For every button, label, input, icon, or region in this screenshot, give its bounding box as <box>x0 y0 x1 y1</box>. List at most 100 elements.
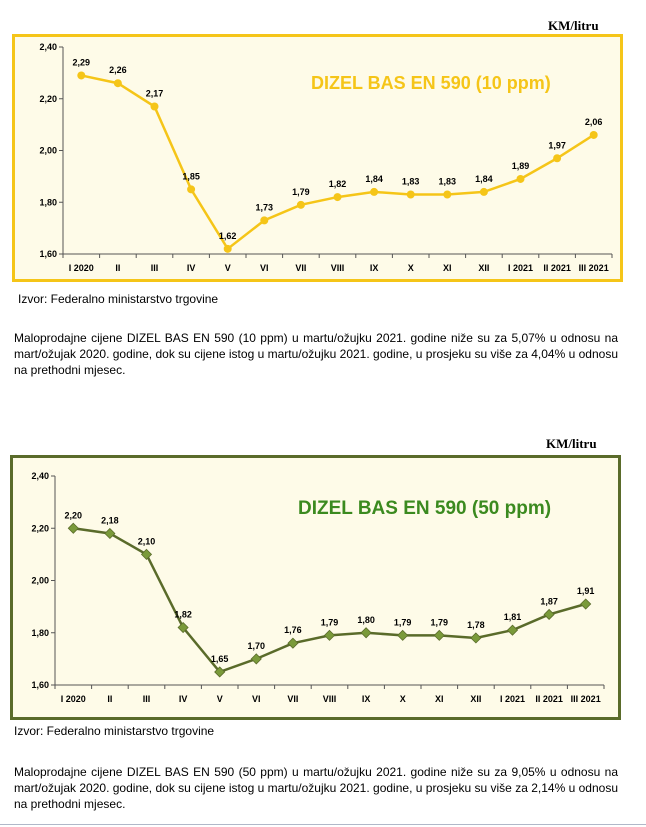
y-tick-label: 2,00 <box>31 576 49 586</box>
x-tick-label: IV <box>179 694 188 704</box>
data-point <box>250 653 262 665</box>
x-tick-label: III <box>151 263 159 273</box>
data-point <box>516 174 525 183</box>
data-point <box>333 193 342 202</box>
data-label: 1,82 <box>329 179 347 189</box>
data-label: 1,62 <box>219 231 237 241</box>
data-point <box>150 102 159 111</box>
data-label: 1,79 <box>394 617 412 627</box>
x-tick-label: VII <box>295 263 306 273</box>
x-tick-label: V <box>217 694 223 704</box>
data-point <box>113 79 122 88</box>
data-label: 1,84 <box>365 174 383 184</box>
data-point <box>470 632 482 644</box>
data-label: 1,80 <box>357 615 375 625</box>
data-point <box>140 548 153 560</box>
x-tick-label: I 2020 <box>61 694 86 704</box>
data-point <box>580 598 592 610</box>
data-point <box>77 71 86 80</box>
x-tick-label: VIII <box>331 263 345 273</box>
x-tick-label: II <box>115 263 120 273</box>
chart-1-svg: 1,601,802,002,202,40I 2020 II III IV V VI VII V… <box>39 42 613 273</box>
data-point <box>397 629 409 641</box>
chart-title: DIZEL BAS EN 590 (10 ppm) <box>311 73 551 93</box>
data-label: 1,83 <box>402 176 420 186</box>
chart-2-svg: 1,601,802,002,202,40I 2020 II III IV V VI VII V… <box>31 471 605 704</box>
y-tick-label: 1,60 <box>31 680 49 690</box>
chart-2-frame: 1,60 1,80 2,00 2,20 2,40 I 2020 II III IV V VI VII V… <box>10 455 621 720</box>
x-tick-label: VII <box>287 694 298 704</box>
x-tick-label: V <box>225 263 231 273</box>
x-tick-label: II 2021 <box>543 263 571 273</box>
data-label: 2,20 <box>65 510 83 520</box>
data-point <box>553 154 562 163</box>
data-label: 2,10 <box>138 536 156 546</box>
chart-title: DIZEL BAS EN 590 (50 ppm) <box>298 498 551 519</box>
data-point <box>543 608 555 621</box>
data-point <box>589 130 598 139</box>
source-1: Izvor: Federalno ministarstvo trgovine <box>18 292 219 306</box>
data-label: 2,26 <box>109 65 127 75</box>
source-2: Izvor: Federalno ministarstvo trgovine <box>14 724 215 738</box>
data-label: 1,73 <box>256 202 274 212</box>
data-label: 1,79 <box>292 187 310 197</box>
data-point <box>104 527 116 540</box>
data-point <box>187 185 196 194</box>
data-point <box>433 629 445 641</box>
x-tick-label: VI <box>252 694 261 704</box>
y-tick-label: 1,80 <box>39 197 57 207</box>
data-label: 1,84 <box>475 174 493 184</box>
data-point <box>443 190 452 199</box>
data-label: 1,85 <box>182 171 200 181</box>
series-line <box>73 527 587 674</box>
data-point <box>506 624 519 636</box>
x-tick-label: VIII <box>323 694 337 704</box>
data-label: 1,97 <box>548 140 566 150</box>
data-label: 2,06 <box>585 117 603 127</box>
data-point <box>223 244 232 253</box>
data-label: 2,18 <box>101 515 119 525</box>
x-tick-label: XI <box>435 694 444 704</box>
bottom-divider <box>0 824 646 825</box>
paragraph-1: Maloprodajne cijene DIZEL BAS EN 590 (10… <box>14 331 618 377</box>
x-tick-label: III <box>143 694 151 704</box>
x-tick-label: X <box>400 694 406 704</box>
data-point <box>479 187 488 196</box>
x-tick-label: III 2021 <box>571 694 601 704</box>
x-tick-label: XII <box>478 263 489 273</box>
data-point <box>260 216 269 225</box>
y-tick-label: 2,40 <box>31 471 49 481</box>
data-label: 1,89 <box>512 161 530 171</box>
data-label: 2,29 <box>73 57 91 67</box>
x-tick-label: II <box>107 694 112 704</box>
data-label: 1,91 <box>577 586 595 596</box>
data-label: 1,79 <box>321 617 339 627</box>
x-tick-label: I 2020 <box>69 263 94 273</box>
unit-label-1: KM/litru <box>548 18 599 33</box>
data-point <box>360 627 372 639</box>
data-point <box>296 200 305 209</box>
data-label: 1,83 <box>439 176 457 186</box>
data-label: 2,17 <box>146 89 164 99</box>
x-tick-label: II 2021 <box>535 694 563 704</box>
y-tick-label: 1,60 <box>39 249 57 259</box>
x-tick-label: III 2021 <box>579 263 609 273</box>
chart-1-frame: 1,60 1,80 2,00 2,20 2,40 I 2020 II III IV V VI VII V… <box>12 34 623 282</box>
data-label: 1,70 <box>248 641 266 651</box>
x-tick-label: IV <box>187 263 196 273</box>
x-tick-label: XII <box>470 694 481 704</box>
x-tick-label: VI <box>260 263 269 273</box>
y-tick-label: 2,40 <box>39 42 57 52</box>
data-label: 1,79 <box>431 617 449 627</box>
data-point <box>287 637 299 649</box>
y-tick-label: 2,20 <box>39 94 57 104</box>
data-point <box>323 629 336 641</box>
x-tick-label: XI <box>443 263 452 273</box>
data-label: 1,87 <box>540 596 558 606</box>
x-tick-label: I 2021 <box>508 263 533 273</box>
y-tick-label: 2,20 <box>31 523 49 533</box>
x-tick-label: X <box>408 263 414 273</box>
data-point <box>67 522 79 534</box>
x-tick-label: IX <box>362 694 371 704</box>
data-label: 1,82 <box>174 610 192 620</box>
